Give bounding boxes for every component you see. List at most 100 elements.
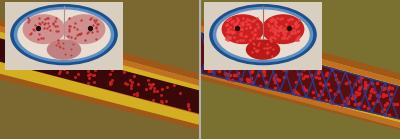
Point: [148, 85, 154, 87]
Point: [276, 26, 282, 28]
Point: [353, 91, 359, 93]
Point: [238, 28, 245, 30]
Point: [246, 23, 252, 25]
Point: [235, 19, 242, 21]
Point: [109, 69, 115, 71]
Point: [380, 93, 386, 95]
Point: [35, 27, 41, 29]
Point: [273, 78, 280, 80]
Point: [34, 38, 41, 40]
Point: [329, 102, 335, 104]
Point: [202, 33, 208, 35]
Point: [237, 63, 244, 66]
Point: [109, 79, 116, 81]
Point: [267, 38, 273, 41]
Point: [256, 37, 262, 39]
Point: [36, 22, 42, 24]
Point: [134, 94, 140, 96]
Point: [251, 34, 258, 36]
Point: [74, 34, 81, 36]
Point: [254, 23, 260, 25]
Point: [345, 100, 352, 102]
Point: [280, 60, 287, 62]
Point: [158, 100, 165, 102]
Point: [36, 23, 43, 25]
Point: [70, 26, 77, 28]
Point: [107, 81, 113, 83]
Point: [267, 20, 274, 22]
Point: [223, 35, 230, 37]
Point: [250, 42, 256, 45]
Point: [28, 51, 35, 53]
Point: [315, 64, 322, 66]
Point: [38, 55, 45, 57]
Point: [217, 39, 224, 41]
Point: [228, 57, 234, 59]
Point: [215, 69, 222, 72]
Point: [75, 73, 82, 75]
Point: [68, 36, 74, 39]
Point: [41, 23, 47, 25]
Point: [311, 97, 317, 99]
Point: [225, 39, 231, 41]
Point: [245, 60, 252, 63]
Point: [346, 81, 352, 83]
Point: [149, 99, 156, 101]
Point: [228, 19, 235, 22]
Point: [65, 25, 72, 27]
Point: [232, 23, 238, 25]
Point: [253, 49, 259, 51]
Point: [72, 76, 78, 78]
Point: [374, 82, 380, 84]
Point: [286, 35, 292, 37]
Point: [225, 30, 231, 32]
Point: [247, 39, 253, 41]
Point: [90, 74, 96, 77]
Point: [128, 80, 135, 83]
Point: [14, 62, 20, 65]
Point: [36, 17, 42, 19]
Point: [229, 43, 235, 45]
Point: [295, 36, 302, 38]
Point: [225, 37, 232, 39]
Point: [45, 17, 52, 19]
Point: [352, 95, 358, 97]
Point: [202, 43, 209, 45]
Point: [25, 17, 32, 19]
Point: [251, 43, 258, 45]
Point: [233, 27, 240, 29]
Point: [225, 36, 232, 38]
Point: [294, 37, 301, 39]
Point: [150, 83, 156, 85]
Point: [314, 72, 321, 74]
Point: [379, 95, 386, 97]
Point: [78, 19, 84, 21]
Point: [92, 27, 99, 29]
Point: [94, 23, 100, 25]
Point: [265, 23, 271, 25]
Point: [323, 74, 329, 76]
Point: [76, 33, 82, 35]
Point: [269, 27, 275, 29]
Point: [357, 86, 364, 88]
Point: [185, 103, 192, 106]
Point: [208, 56, 215, 58]
Point: [277, 57, 283, 59]
Point: [270, 18, 276, 20]
Point: [233, 62, 240, 64]
Point: [364, 84, 370, 86]
Point: [234, 26, 241, 28]
Point: [45, 22, 52, 24]
Point: [348, 97, 355, 99]
Point: [300, 77, 306, 80]
Point: [374, 100, 380, 102]
Point: [272, 73, 278, 76]
Point: [281, 36, 288, 38]
Point: [66, 30, 72, 32]
Polygon shape: [0, 39, 199, 113]
Point: [292, 23, 299, 25]
Point: [291, 29, 298, 31]
Point: [284, 58, 290, 60]
Point: [87, 27, 93, 29]
Point: [268, 55, 275, 57]
